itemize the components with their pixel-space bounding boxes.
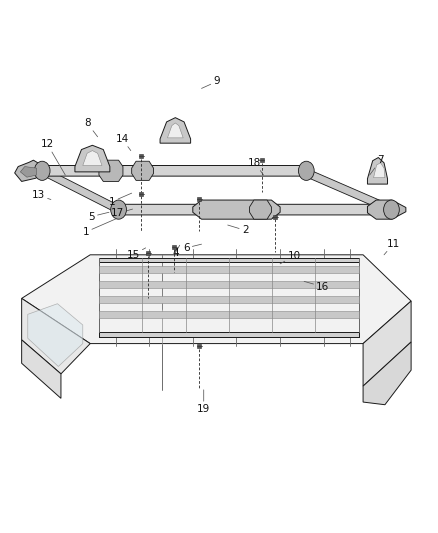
Polygon shape xyxy=(99,160,123,181)
Text: 1: 1 xyxy=(82,219,117,237)
Text: 11: 11 xyxy=(384,239,400,255)
Text: 14: 14 xyxy=(116,134,131,151)
Polygon shape xyxy=(99,258,359,262)
Polygon shape xyxy=(302,166,392,214)
Text: 4: 4 xyxy=(172,245,180,257)
Polygon shape xyxy=(367,158,388,184)
Text: 9: 9 xyxy=(201,77,220,88)
Polygon shape xyxy=(83,151,102,165)
Polygon shape xyxy=(42,166,119,214)
Circle shape xyxy=(34,161,50,180)
Text: 13: 13 xyxy=(32,190,51,200)
Text: 1: 1 xyxy=(109,193,132,207)
Polygon shape xyxy=(99,281,359,288)
Polygon shape xyxy=(28,304,83,367)
Text: 19: 19 xyxy=(197,390,210,414)
Polygon shape xyxy=(99,266,359,273)
Polygon shape xyxy=(35,165,313,176)
Polygon shape xyxy=(20,166,36,177)
Text: 6: 6 xyxy=(183,243,201,253)
Polygon shape xyxy=(132,161,153,180)
Polygon shape xyxy=(21,255,411,344)
Polygon shape xyxy=(21,340,61,398)
Polygon shape xyxy=(363,342,411,405)
Polygon shape xyxy=(99,333,359,337)
Text: 5: 5 xyxy=(88,212,109,222)
Text: 18: 18 xyxy=(248,158,264,175)
Text: 15: 15 xyxy=(126,248,146,260)
Text: 8: 8 xyxy=(84,118,98,137)
Polygon shape xyxy=(374,163,385,177)
Text: 16: 16 xyxy=(304,281,329,292)
Text: 10: 10 xyxy=(280,251,300,264)
Polygon shape xyxy=(363,301,411,386)
Polygon shape xyxy=(160,118,191,143)
Polygon shape xyxy=(21,298,90,374)
Polygon shape xyxy=(250,200,272,219)
Polygon shape xyxy=(111,204,399,215)
Polygon shape xyxy=(99,296,359,303)
Polygon shape xyxy=(167,123,183,138)
Polygon shape xyxy=(367,200,406,219)
Circle shape xyxy=(384,200,399,219)
Circle shape xyxy=(111,200,127,219)
Polygon shape xyxy=(99,311,359,318)
Text: 12: 12 xyxy=(41,139,65,175)
Text: 7: 7 xyxy=(370,155,384,175)
Polygon shape xyxy=(75,146,110,172)
Polygon shape xyxy=(14,160,42,181)
Polygon shape xyxy=(193,200,280,219)
Circle shape xyxy=(298,161,314,180)
Text: 2: 2 xyxy=(228,225,248,236)
Text: 17: 17 xyxy=(111,208,133,219)
